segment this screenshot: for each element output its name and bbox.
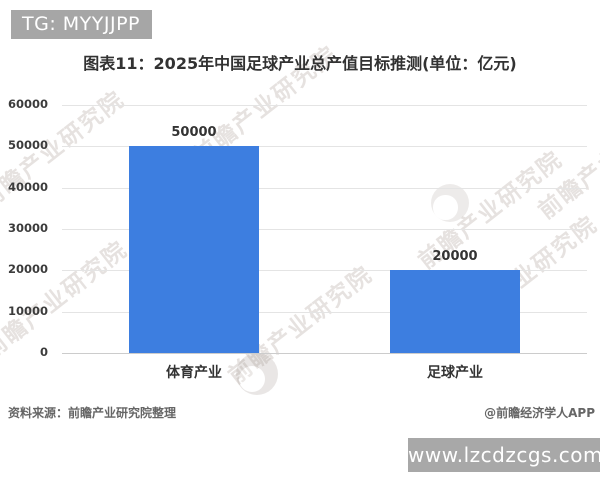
gridline bbox=[62, 187, 587, 189]
gridline bbox=[62, 353, 587, 354]
y-axis-tick-label: 50000 bbox=[7, 138, 48, 153]
y-axis-tick-label: 0 bbox=[39, 345, 48, 359]
bar-1 bbox=[129, 146, 259, 353]
x-axis-category-label: 体育产业 bbox=[166, 365, 222, 381]
y-axis-tick-label: 30000 bbox=[7, 221, 48, 235]
gridline bbox=[62, 229, 587, 230]
source-note: 资料来源：前瞻产业研究院整理 bbox=[8, 406, 177, 420]
credit-note: @前瞻经济学人APP bbox=[484, 406, 595, 420]
y-axis-tick-label: 20000 bbox=[7, 262, 48, 277]
bar-2 bbox=[390, 270, 520, 353]
gridline bbox=[62, 311, 587, 313]
gridline bbox=[62, 146, 587, 148]
bar-value-label: 20000 bbox=[432, 249, 478, 265]
gridline bbox=[62, 270, 587, 272]
bar-value-label: 50000 bbox=[171, 125, 217, 141]
x-axis-category-label: 足球产业 bbox=[427, 365, 483, 381]
y-axis-tick-label: 60000 bbox=[7, 97, 48, 111]
tg-watermark-badge: TG: MYYJJPP bbox=[11, 10, 152, 39]
website-badge: www.lzcdzcgs.com bbox=[408, 438, 600, 472]
y-axis-tick-label: 40000 bbox=[7, 179, 48, 194]
y-axis-tick-label: 10000 bbox=[7, 303, 48, 318]
gridline bbox=[62, 105, 587, 106]
chart-title: 图表11：2025年中国足球产业总产值目标推测(单位：亿元) bbox=[83, 54, 517, 73]
